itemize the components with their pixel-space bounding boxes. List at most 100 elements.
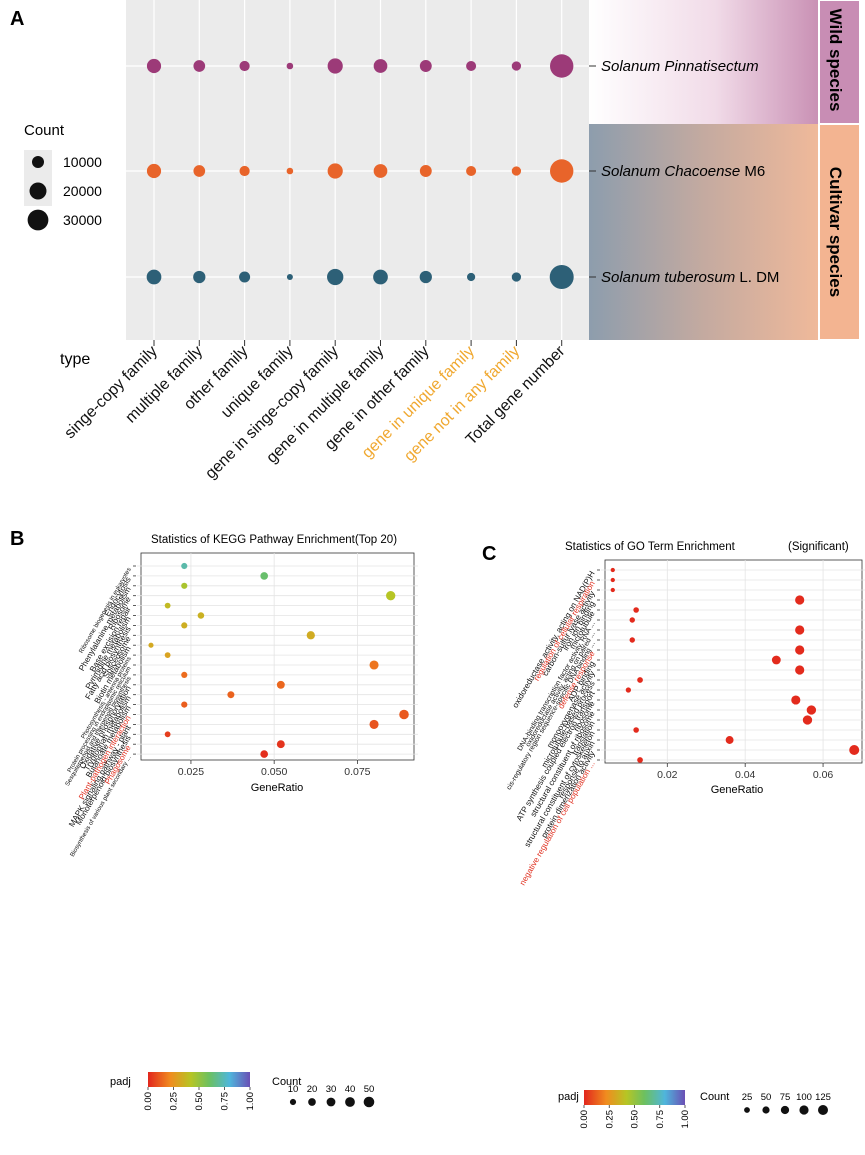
enrichment-dot [625, 687, 632, 693]
count-dot [327, 163, 343, 179]
go-count-legend-title: Count [700, 1091, 729, 1103]
enrichment-dot [227, 691, 235, 699]
enrichment-dot [633, 727, 639, 733]
padj-tick-label: 0.75 [655, 1110, 666, 1129]
kegg-dots [148, 562, 409, 758]
count-dot [549, 265, 574, 289]
count-legend-dot [308, 1098, 316, 1106]
count-dot [286, 274, 293, 280]
enrichment-dot [181, 582, 188, 589]
x-tick-label: 0.050 [261, 766, 287, 778]
enrichment-dot [795, 595, 805, 605]
enrichment-dot [148, 642, 154, 648]
panel-b: B Statistics of KEGG Pathway Enrichment(… [10, 528, 418, 1111]
kegg-gridlines [137, 553, 418, 760]
enrichment-dot [802, 715, 813, 725]
legend-size-dot [32, 156, 44, 168]
count-legend-label: 75 [780, 1092, 791, 1103]
count-dot [419, 270, 432, 284]
go-subtitle: (Significant) [788, 541, 849, 553]
enrichment-dot [276, 680, 285, 689]
padj-tick-label: 0.25 [604, 1110, 615, 1129]
enrichment-dot [795, 625, 805, 635]
panel-a-label: A [10, 8, 24, 30]
species-labels: Solanum Pinnatisectum Solanum Chacoense M… [589, 58, 779, 286]
species-name-suffix: L. DM [735, 269, 779, 286]
panel-c: C Statistics of GO Term Enrichment (Sign… [482, 541, 865, 1129]
kegg-y-labels: Ribosome biogenesis in eukaryotesEndocyt… [64, 565, 136, 858]
x-tick-label: 0.075 [344, 766, 370, 778]
kegg-count-legend: 10 20 30 40 50 [288, 1084, 375, 1108]
count-legend-label: 30 [326, 1084, 337, 1095]
enrichment-dot [795, 665, 805, 675]
padj-tick-label: 0.00 [579, 1110, 590, 1129]
count-legend-dot [780, 1105, 790, 1115]
go-padj-ticks: 0.00 0.25 0.50 0.75 1.00 [579, 1105, 691, 1129]
enrichment-dot [181, 701, 188, 708]
species-label-row: Solanum Pinnatisectum [601, 58, 759, 75]
count-dot [286, 167, 294, 175]
type-axis-title: type [60, 351, 90, 368]
legend-size-dot [27, 209, 49, 231]
panel-c-label: C [482, 543, 496, 565]
cultivar-label-box [818, 123, 861, 341]
count-legend-dot [326, 1097, 336, 1107]
panel-a-dots [146, 54, 574, 289]
enrichment-dot [164, 731, 171, 738]
count-legend-dot [818, 1105, 828, 1115]
count-legend-label: 40 [345, 1084, 356, 1095]
count-dot [146, 58, 162, 74]
enrichment-dot [629, 637, 635, 643]
count-legend-label: 50 [364, 1084, 375, 1095]
count-legend-title: Count [24, 122, 65, 139]
count-dot [239, 165, 250, 177]
enrichment-dot [164, 652, 171, 658]
count-dot [193, 165, 206, 177]
species-name-italic: Solanum Chacoense [601, 163, 740, 180]
padj-tick-label: 0.50 [194, 1092, 205, 1111]
count-legend-label: 10 [288, 1084, 299, 1095]
padj-tick-label: 0.00 [143, 1092, 154, 1111]
enrichment-dot [181, 671, 188, 678]
count-dot [419, 165, 432, 177]
enrichment-dot [610, 587, 615, 593]
count-dot [511, 272, 522, 282]
count-dot [466, 165, 477, 177]
count-legend-label: 50 [761, 1092, 772, 1103]
enrichment-dot [306, 631, 315, 640]
go-title: Statistics of GO Term Enrichment [565, 541, 736, 553]
x-tick-label: 0.02 [657, 769, 678, 781]
x-tick-label: 0.025 [178, 766, 204, 778]
count-dot [511, 166, 522, 176]
wild-strip [589, 0, 819, 124]
count-dot [193, 270, 206, 284]
padj-tick-label: 0.75 [220, 1092, 231, 1111]
go-x-label: GeneRatio [711, 784, 764, 796]
panel-b-label: B [10, 528, 24, 550]
enrichment-dot [386, 591, 396, 601]
count-legend: 10000 20000 30000 [27, 154, 102, 231]
kegg-title: Statistics of KEGG Pathway Enrichment(To… [151, 534, 397, 546]
species-name-italic: Solanum Pinnatisectum [601, 58, 759, 75]
enrichment-dot [806, 705, 817, 715]
enrichment-dot [637, 677, 643, 683]
species-label-row: Solanum tuberosum L. DM [601, 269, 779, 286]
enrichment-dot [369, 660, 379, 670]
wild-species-label: Wild species [826, 9, 845, 112]
cultivar-species-label: Cultivar species [826, 167, 845, 297]
go-padj-colorbar [584, 1090, 685, 1105]
count-dot [286, 62, 294, 70]
count-dot [327, 58, 343, 74]
count-dot [419, 60, 432, 72]
count-dot [550, 159, 574, 183]
species-label-row: Solanum Chacoense M6 [601, 163, 765, 180]
enrichment-dot [637, 757, 643, 763]
enrichment-dot [795, 645, 805, 655]
enrichment-dot [633, 607, 639, 613]
go-x-ticks: 0.02 0.04 0.06 [657, 763, 833, 781]
enrichment-dot [276, 740, 285, 749]
count-legend-dot [289, 1098, 297, 1106]
enrichment-dot [181, 562, 188, 570]
